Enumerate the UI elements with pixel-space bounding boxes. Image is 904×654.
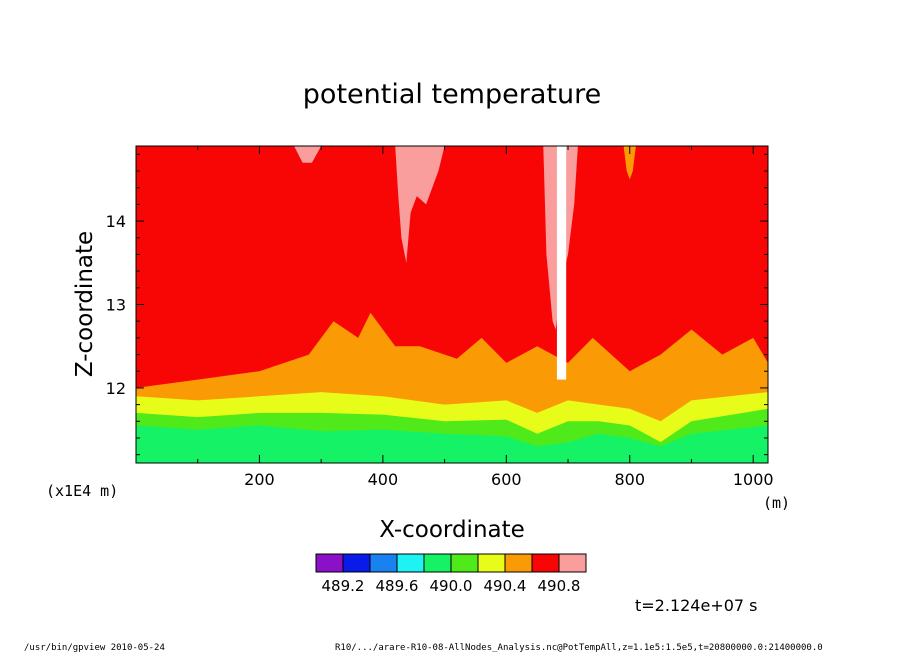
colorbar-label: 490.0 [430, 577, 473, 595]
colorbar-swatch [423, 553, 452, 573]
colorbar-label: 490.4 [484, 577, 527, 595]
y-axis-unit: (x1E4 m) [46, 482, 118, 500]
x-tick-label: 200 [244, 470, 275, 489]
colorbar-swatch [342, 553, 371, 573]
plot-area [136, 146, 768, 463]
x-tick-label: 1000 [733, 470, 774, 489]
x-tick-label: 800 [614, 470, 645, 489]
region-490.0-490.2 [136, 425, 768, 463]
y-tick-label: 14 [106, 212, 126, 231]
x-axis-label: X-coordinate [379, 517, 525, 543]
region-base-band [136, 454, 768, 463]
x-axis: 200 400 600 800 1000 [197, 146, 774, 489]
colorbar-label: 490.8 [538, 577, 581, 595]
colorbar-swatch [450, 553, 479, 573]
colorbar-swatch [477, 553, 506, 573]
y-tick-label: 13 [106, 296, 126, 315]
colorbar-swatch [504, 553, 533, 573]
footer-left: /usr/bin/gpview 2010-05-24 [24, 643, 165, 653]
colorbar-swatch [531, 553, 560, 573]
colorbar-swatch [396, 553, 425, 573]
y-axis-label: Z-coordinate [72, 231, 98, 377]
chart-title: potential temperature [303, 79, 601, 110]
colorbar-swatch [369, 553, 398, 573]
colorbar-label: 489.2 [322, 577, 365, 595]
x-tick-label: 400 [368, 470, 399, 489]
footer-right: R10/.../arare-R10-08-AllNodes_Analysis.n… [335, 643, 823, 653]
plume-490.6-490.8 (patch) [623, 146, 636, 180]
x-tick-label: 600 [491, 470, 522, 489]
white-column [556, 146, 567, 380]
time-label: t=2.124e+07 s [635, 596, 758, 615]
y-tick-label: 12 [106, 379, 126, 398]
y-axis: 12 13 14 [106, 153, 768, 456]
colorbar: 489.2 489.6 490.0 490.4 490.8 [315, 553, 587, 595]
colorbar-label: 489.6 [376, 577, 419, 595]
colorbar-swatch [558, 553, 587, 573]
plume-above 490.8 (plume) [294, 146, 322, 163]
x-axis-unit: (m) [763, 494, 790, 512]
plume-above 490.8 (plume) [395, 146, 445, 263]
colorbar-swatch [315, 553, 344, 573]
